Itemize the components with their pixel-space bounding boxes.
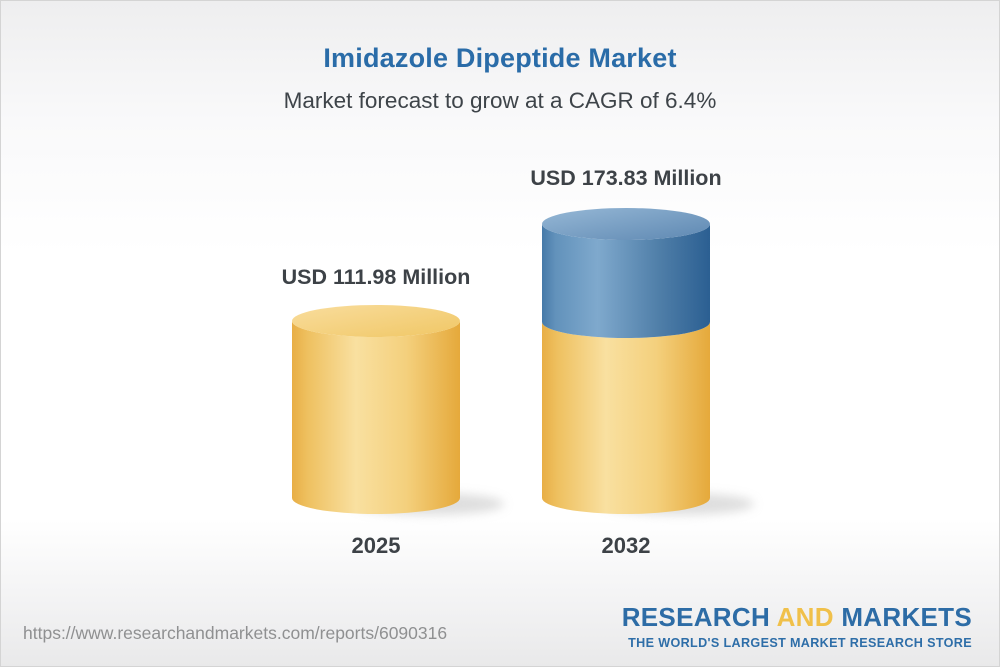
- report-url: https://www.researchandmarkets.com/repor…: [23, 623, 448, 643]
- bar-2025-top: [292, 305, 460, 337]
- category-label-2025: 2025: [351, 533, 401, 558]
- chart-subtitle: Market forecast to grow at a CAGR of 6.4…: [283, 88, 717, 113]
- bar-2032-base-segment: [542, 322, 710, 514]
- bar-2032-growth-segment: [542, 224, 710, 338]
- bar-2032-top: [542, 208, 710, 240]
- bar-2025-body: [292, 321, 460, 514]
- logo-wordmark: RESEARCH AND MARKETS: [622, 602, 972, 633]
- research-and-markets-logo: RESEARCH AND MARKETS THE WORLD'S LARGEST…: [622, 602, 972, 650]
- logo-word-research: RESEARCH: [621, 602, 771, 632]
- logo-word-markets: MARKETS: [841, 602, 972, 632]
- logo-word-and: AND: [770, 602, 842, 632]
- bar-2025: [292, 305, 504, 515]
- chart-title: Imidazole Dipeptide Market: [323, 43, 677, 73]
- value-label-2032: USD 173.83 Million: [530, 166, 722, 190]
- bar-2032: [542, 208, 754, 515]
- logo-tagline: THE WORLD'S LARGEST MARKET RESEARCH STOR…: [628, 636, 972, 650]
- category-label-2032: 2032: [601, 533, 651, 558]
- value-label-2025: USD 111.98 Million: [281, 265, 471, 289]
